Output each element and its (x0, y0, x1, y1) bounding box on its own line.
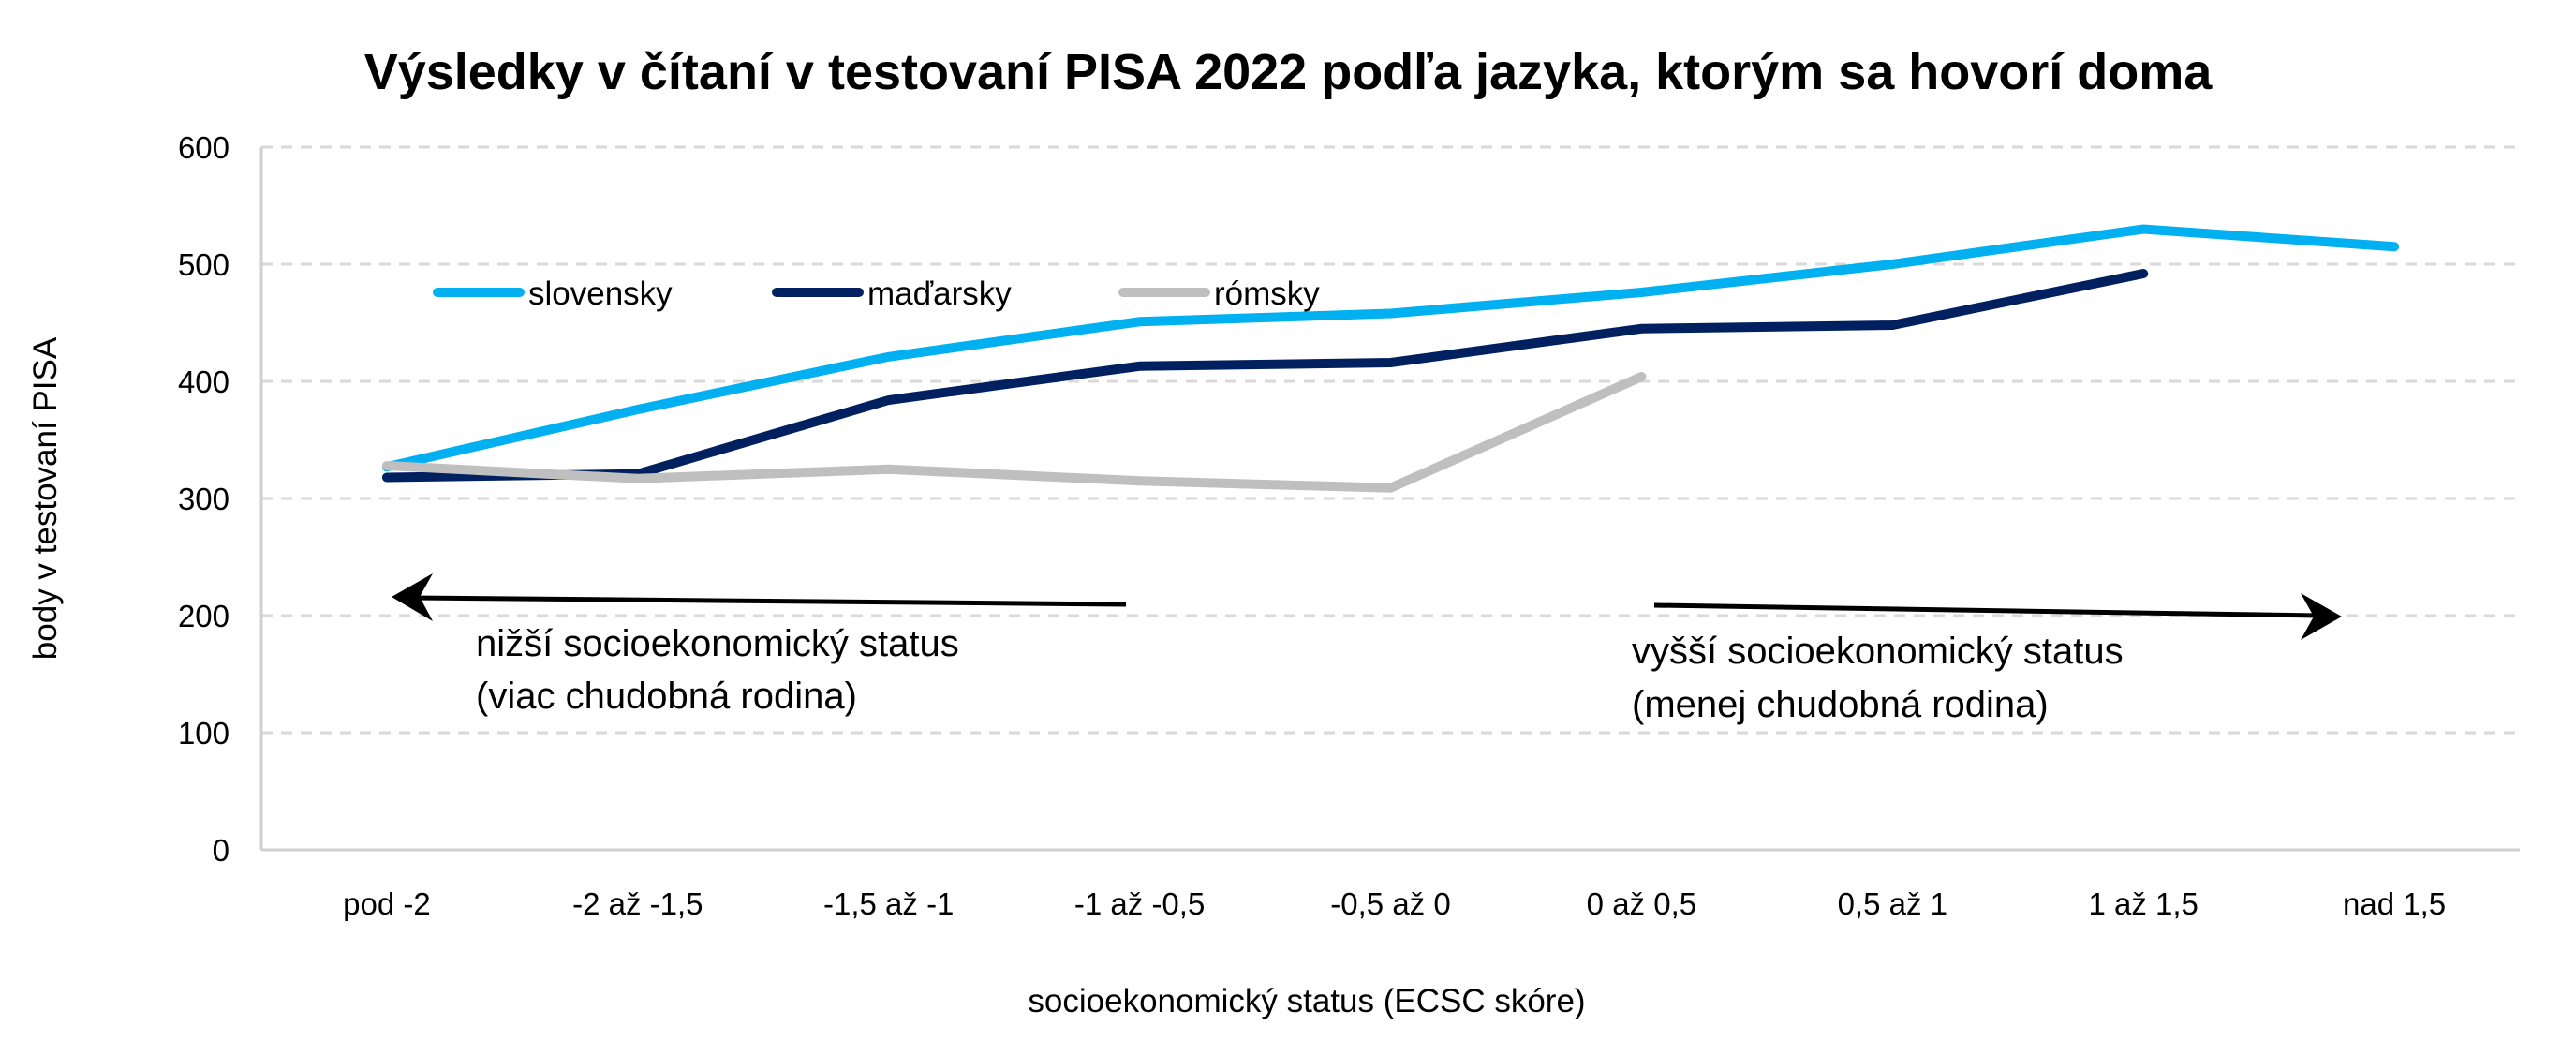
annotation-lower-line2: (viac chudobná rodina) (476, 676, 857, 717)
y-tick-label: 600 (178, 130, 229, 165)
x-axis-label: socioekonomický status (ECSC skóre) (1028, 983, 1585, 1019)
x-tick-label: 0,5 až 1 (1838, 886, 1947, 921)
y-tick-label: 300 (178, 482, 229, 516)
annotation-higher-line1: vyšší socioekonomický status (1632, 631, 2124, 672)
series-line-2 (381, 372, 1647, 493)
y-axis-label: body v testovaní PISA (27, 336, 64, 660)
chart-title: Výsledky v čítaní v testovaní PISA 2022 … (364, 44, 2213, 100)
x-tick-label: nad 1,5 (2343, 886, 2446, 921)
x-axis-ticks: pod -2 -2 až -1,5 -1,5 až -1 -1 až -0,5 -0,5… (343, 886, 2446, 921)
x-tick-label: -1,5 až -1 (823, 886, 954, 921)
legend: slovensky maďarsky rómsky (433, 275, 1320, 312)
x-tick-label: 0 až 0,5 (1587, 886, 1696, 921)
arrow-higher-status (1653, 593, 2342, 640)
x-tick-label: pod -2 (343, 886, 431, 921)
y-tick-label: 500 (178, 247, 229, 282)
legend-label: maďarsky (867, 275, 1012, 312)
x-tick-label: -0,5 až 0 (1330, 886, 1450, 921)
y-axis-ticks: 0 100 200 300 400 500 600 (178, 130, 229, 868)
annotation-lower-line1: nižší socioekonomický status (476, 623, 959, 664)
y-tick-label: 0 (213, 833, 229, 868)
x-tick-label: -1 až -0,5 (1074, 886, 1205, 921)
legend-label: slovensky (528, 275, 673, 312)
legend-label: rómsky (1214, 275, 1320, 312)
arrow-lower-status (392, 573, 1127, 621)
series-lines (381, 224, 2400, 493)
series-line-1 (381, 269, 2149, 483)
annotation-higher-line2: (menej chudobná rodina) (1632, 684, 2049, 725)
x-tick-label: -2 až -1,5 (572, 886, 703, 921)
x-tick-label: 1 až 1,5 (2088, 886, 2198, 921)
gridlines (261, 145, 2520, 735)
arrowhead-left (392, 573, 433, 621)
arrowhead-right (2301, 593, 2342, 640)
y-tick-label: 100 (178, 716, 229, 751)
y-tick-label: 400 (178, 364, 229, 399)
y-tick-label: 200 (178, 599, 229, 633)
